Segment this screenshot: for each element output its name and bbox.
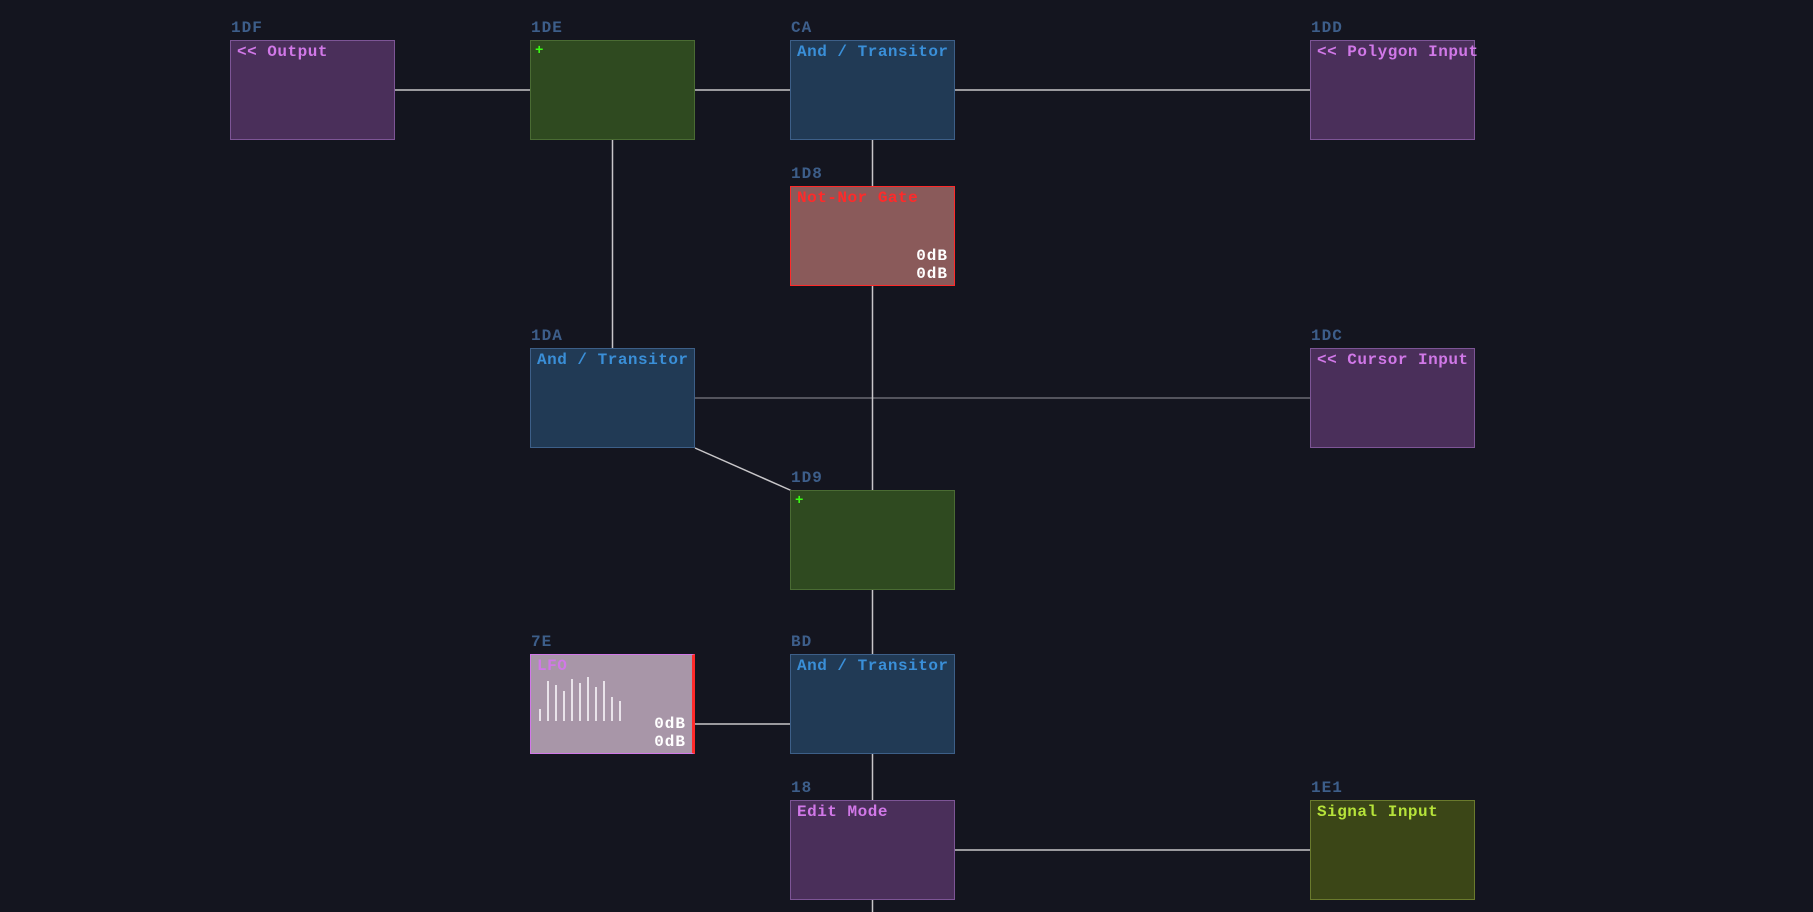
node-title: Signal Input xyxy=(1317,803,1438,821)
node-title: << Polygon Input xyxy=(1317,43,1479,61)
node-id-label: 1E1 xyxy=(1311,779,1343,797)
node-title: And / Transitor xyxy=(797,657,949,675)
node-id-label: BD xyxy=(791,633,812,651)
db-line-2: 0dB xyxy=(654,733,686,751)
node-18[interactable]: 18Edit Mode xyxy=(790,800,955,900)
node-title: Edit Mode xyxy=(797,803,888,821)
db-line-1: 0dB xyxy=(916,247,948,265)
node-id-label: 1DF xyxy=(231,19,263,37)
plus-icon: + xyxy=(795,493,803,509)
node-graph-canvas[interactable]: 1DF<< Output1DE+CAAnd / Transitor1DD<< P… xyxy=(0,0,1813,912)
node-title: << Output xyxy=(237,43,328,61)
db-line-2: 0dB xyxy=(916,265,948,283)
db-line-1: 0dB xyxy=(654,715,686,733)
lfo-waveform xyxy=(539,677,642,721)
node-title: << Cursor Input xyxy=(1317,351,1469,369)
node-title: And / Transitor xyxy=(797,43,949,61)
db-readout: 0dB0dB xyxy=(916,247,948,283)
node-title: LFO xyxy=(537,657,567,675)
node-title: Not-Nor Gate xyxy=(797,189,918,207)
node-1e1[interactable]: 1E1Signal Input xyxy=(1310,800,1475,900)
node-id-label: 1DE xyxy=(531,19,563,37)
node-1de[interactable]: 1DE+ xyxy=(530,40,695,140)
node-id-label: CA xyxy=(791,19,812,37)
node-1dd[interactable]: 1DD<< Polygon Input xyxy=(1310,40,1475,140)
node-1d9[interactable]: 1D9+ xyxy=(790,490,955,590)
node-bd[interactable]: BDAnd / Transitor xyxy=(790,654,955,754)
node-id-label: 1DD xyxy=(1311,19,1343,37)
node-id-label: 7E xyxy=(531,633,552,651)
node-1df[interactable]: 1DF<< Output xyxy=(230,40,395,140)
db-readout: 0dB0dB xyxy=(654,715,686,751)
node-1dc[interactable]: 1DC<< Cursor Input xyxy=(1310,348,1475,448)
plus-icon: + xyxy=(535,43,543,59)
node-ca[interactable]: CAAnd / Transitor xyxy=(790,40,955,140)
node-id-label: 18 xyxy=(791,779,812,797)
node-1d8[interactable]: 1D8Not-Nor Gate0dB0dB xyxy=(790,186,955,286)
node-id-label: 1D9 xyxy=(791,469,823,487)
node-id-label: 1D8 xyxy=(791,165,823,183)
node-1da[interactable]: 1DAAnd / Transitor xyxy=(530,348,695,448)
node-id-label: 1DA xyxy=(531,327,563,345)
node-title: And / Transitor xyxy=(537,351,689,369)
node-7e[interactable]: 7ELFO0dB0dB xyxy=(530,654,695,754)
node-id-label: 1DC xyxy=(1311,327,1343,345)
